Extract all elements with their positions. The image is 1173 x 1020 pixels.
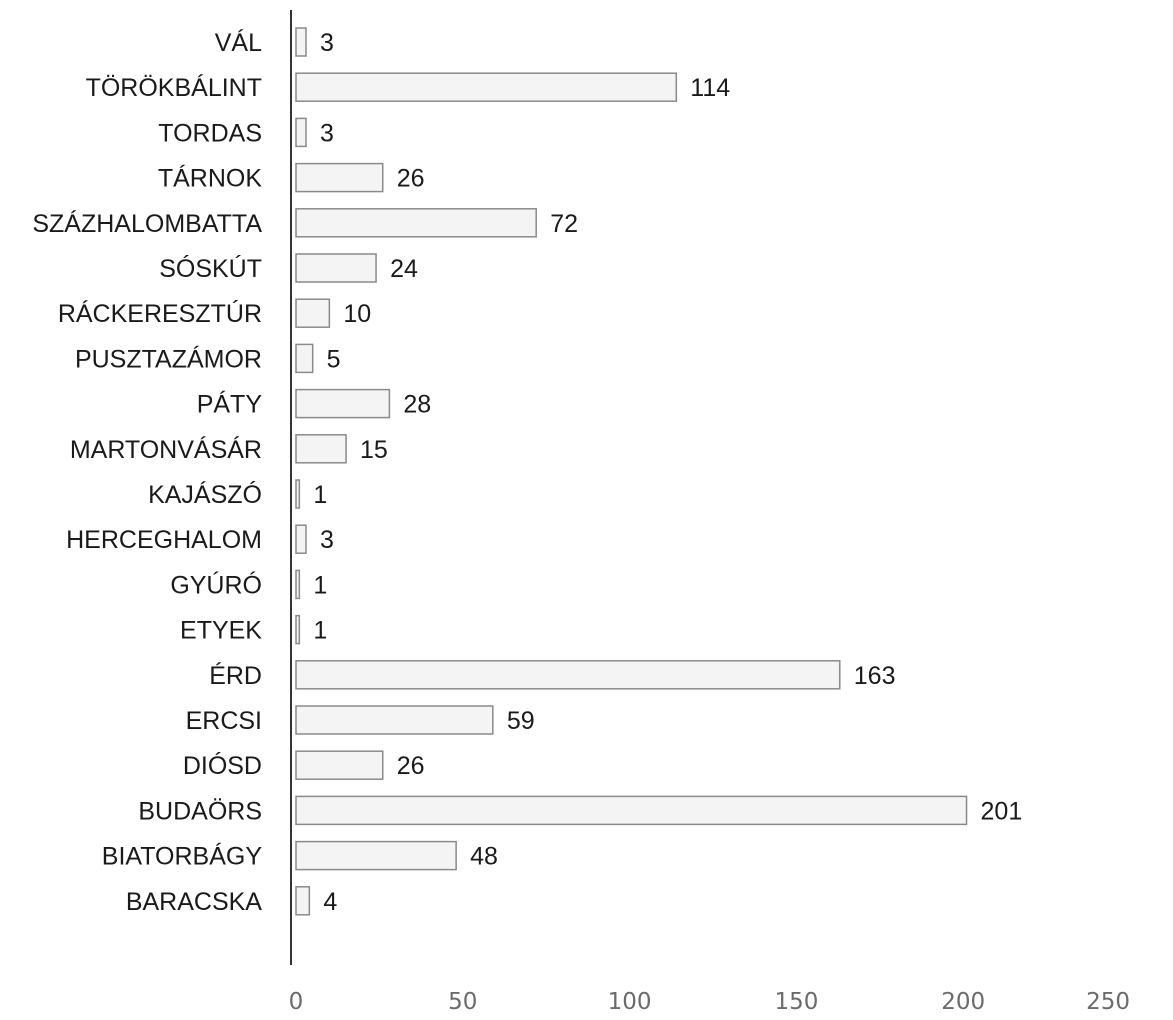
bar-s-sk-t — [295, 253, 377, 283]
value-label: 26 — [397, 165, 425, 193]
bar-ercsi — [295, 705, 494, 735]
value-label: 72 — [550, 210, 578, 238]
value-label: 48 — [470, 843, 498, 871]
bar-buda-rs — [295, 795, 968, 826]
bar-baracska — [295, 886, 311, 916]
x-tick-label: 100 — [608, 989, 652, 1015]
category-label: KAJÁSZÓ — [148, 480, 262, 509]
value-label: 1 — [313, 571, 327, 599]
category-label: PÁTY — [197, 390, 263, 419]
bar-r-ckereszt-r — [295, 298, 331, 328]
value-label: 1 — [313, 617, 327, 645]
bar-t-rnok — [295, 162, 384, 193]
bar-martonv-s-r — [295, 434, 347, 464]
category-label: MARTONVÁSÁR — [70, 435, 262, 464]
category-label: BIATORBÁGY — [102, 842, 263, 871]
x-tick-label: 150 — [774, 989, 818, 1015]
bar-p-ty — [295, 388, 391, 419]
category-label: SÓSKÚT — [159, 254, 262, 283]
value-label: 201 — [981, 797, 1023, 825]
value-label: 3 — [320, 526, 334, 554]
value-label: 28 — [403, 391, 431, 419]
value-label: 10 — [343, 300, 371, 328]
value-label: 24 — [390, 255, 418, 283]
value-labels-group: 3 114 3 26 72 24 105 28 15 1 3 1 1 163 59 26 201 48 4 — [313, 29, 1022, 916]
category-label: DIÓSD — [183, 751, 262, 780]
bars-group — [295, 27, 968, 916]
x-tick-label: 0 — [289, 989, 304, 1015]
category-label: TÖRÖKBÁLINT — [86, 73, 262, 102]
category-label: BUDAÖRS — [138, 797, 262, 825]
value-label: 26 — [397, 752, 425, 780]
bar-gy-r- — [295, 569, 301, 600]
category-labels-group: VÁL TÖRÖKBÁLINT TORDAS TÁRNOK SZÁZHALOMBATTA… — [32, 28, 262, 916]
category-label: RÁCKERESZTÚR — [58, 299, 262, 328]
bar--rd — [295, 660, 841, 690]
value-label: 5 — [327, 345, 341, 373]
bar-v-l — [295, 27, 307, 57]
category-label: TÁRNOK — [158, 164, 263, 193]
category-label: TORDAS — [158, 119, 262, 147]
bar-pusztaz-mor — [295, 343, 314, 374]
x-axis-ticks-group: 0 50 100 150 200 250 — [289, 989, 1130, 1015]
category-label: GYÚRÓ — [170, 570, 262, 599]
value-label: 163 — [854, 662, 896, 690]
value-label: 114 — [690, 74, 730, 102]
value-label: 3 — [320, 29, 334, 57]
bar-etyek — [295, 614, 301, 645]
value-label: 15 — [360, 436, 388, 464]
category-label: SZÁZHALOMBATTA — [32, 209, 262, 238]
category-label: ERCSI — [186, 707, 262, 735]
x-tick-label: 50 — [448, 989, 477, 1015]
value-label: 4 — [323, 888, 337, 916]
category-label: ETYEK — [180, 617, 262, 645]
bar-herceghalom — [295, 524, 307, 554]
x-tick-label: 200 — [941, 989, 985, 1015]
bar-kaj-sz- — [295, 479, 301, 509]
value-label: 59 — [507, 707, 535, 735]
value-label: 3 — [320, 119, 334, 147]
category-label: ÉRD — [209, 661, 262, 690]
category-label: HERCEGHALOM — [66, 526, 262, 554]
category-label: PUSZTAZÁMOR — [75, 344, 262, 373]
x-tick-label: 250 — [1086, 989, 1130, 1015]
bar-di-sd — [295, 750, 384, 780]
category-label: BARACSKA — [126, 888, 262, 916]
bar-biatorb-gy — [295, 840, 457, 871]
bar-sz-zhalombatta — [295, 208, 537, 238]
value-label: 1 — [313, 481, 327, 509]
bar-t-r-kb-lint — [295, 72, 678, 102]
bar-tordas — [295, 117, 307, 148]
category-label: VÁL — [215, 28, 262, 57]
